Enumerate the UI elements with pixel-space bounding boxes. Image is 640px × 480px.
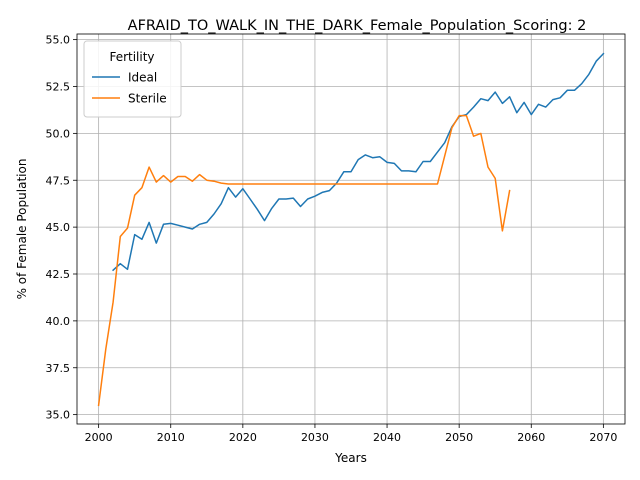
y-tick-label: 35.0	[46, 409, 71, 422]
x-tick-label: 2000	[85, 431, 113, 444]
grid-lines	[77, 34, 625, 424]
x-tick-label: 2050	[445, 431, 473, 444]
y-tick-label: 37.5	[46, 362, 71, 375]
x-axis-ticks: 2000 2010 2020 2030 2040 2050 2060 2070	[85, 424, 617, 444]
x-tick-label: 2070	[589, 431, 617, 444]
legend-label-sterile: Sterile	[128, 92, 167, 106]
y-tick-label: 42.5	[46, 268, 71, 281]
y-tick-label: 52.5	[46, 81, 71, 94]
legend-label-ideal: Ideal	[128, 71, 157, 85]
x-tick-label: 2010	[157, 431, 185, 444]
y-tick-label: 45.0	[46, 221, 71, 234]
x-tick-label: 2030	[301, 431, 329, 444]
x-tick-label: 2020	[229, 431, 257, 444]
plot-frame	[76, 33, 626, 425]
y-tick-label: 40.0	[46, 315, 71, 328]
chart-title: AFRAID_TO_WALK_IN_THE_DARK_Female_Popula…	[128, 18, 587, 34]
x-tick-label: 2040	[373, 431, 401, 444]
y-tick-label: 55.0	[46, 34, 71, 47]
x-tick-label: 2060	[517, 431, 545, 444]
y-tick-label: 47.5	[46, 174, 71, 187]
legend-title: Fertility	[109, 50, 154, 64]
series-layer	[97, 52, 605, 407]
y-axis-label: % of Female Population	[15, 159, 29, 300]
y-axis-ticks: 35.0 37.5 40.0 42.5 45.0 47.5 50.0 52.5 55.0	[46, 34, 77, 422]
series-line-ideal	[112, 52, 605, 272]
series-line-sterile	[97, 114, 511, 407]
legend: Fertility Ideal Sterile	[83, 40, 182, 118]
y-tick-label: 50.0	[46, 127, 71, 140]
x-axis-label: Years	[334, 451, 367, 465]
